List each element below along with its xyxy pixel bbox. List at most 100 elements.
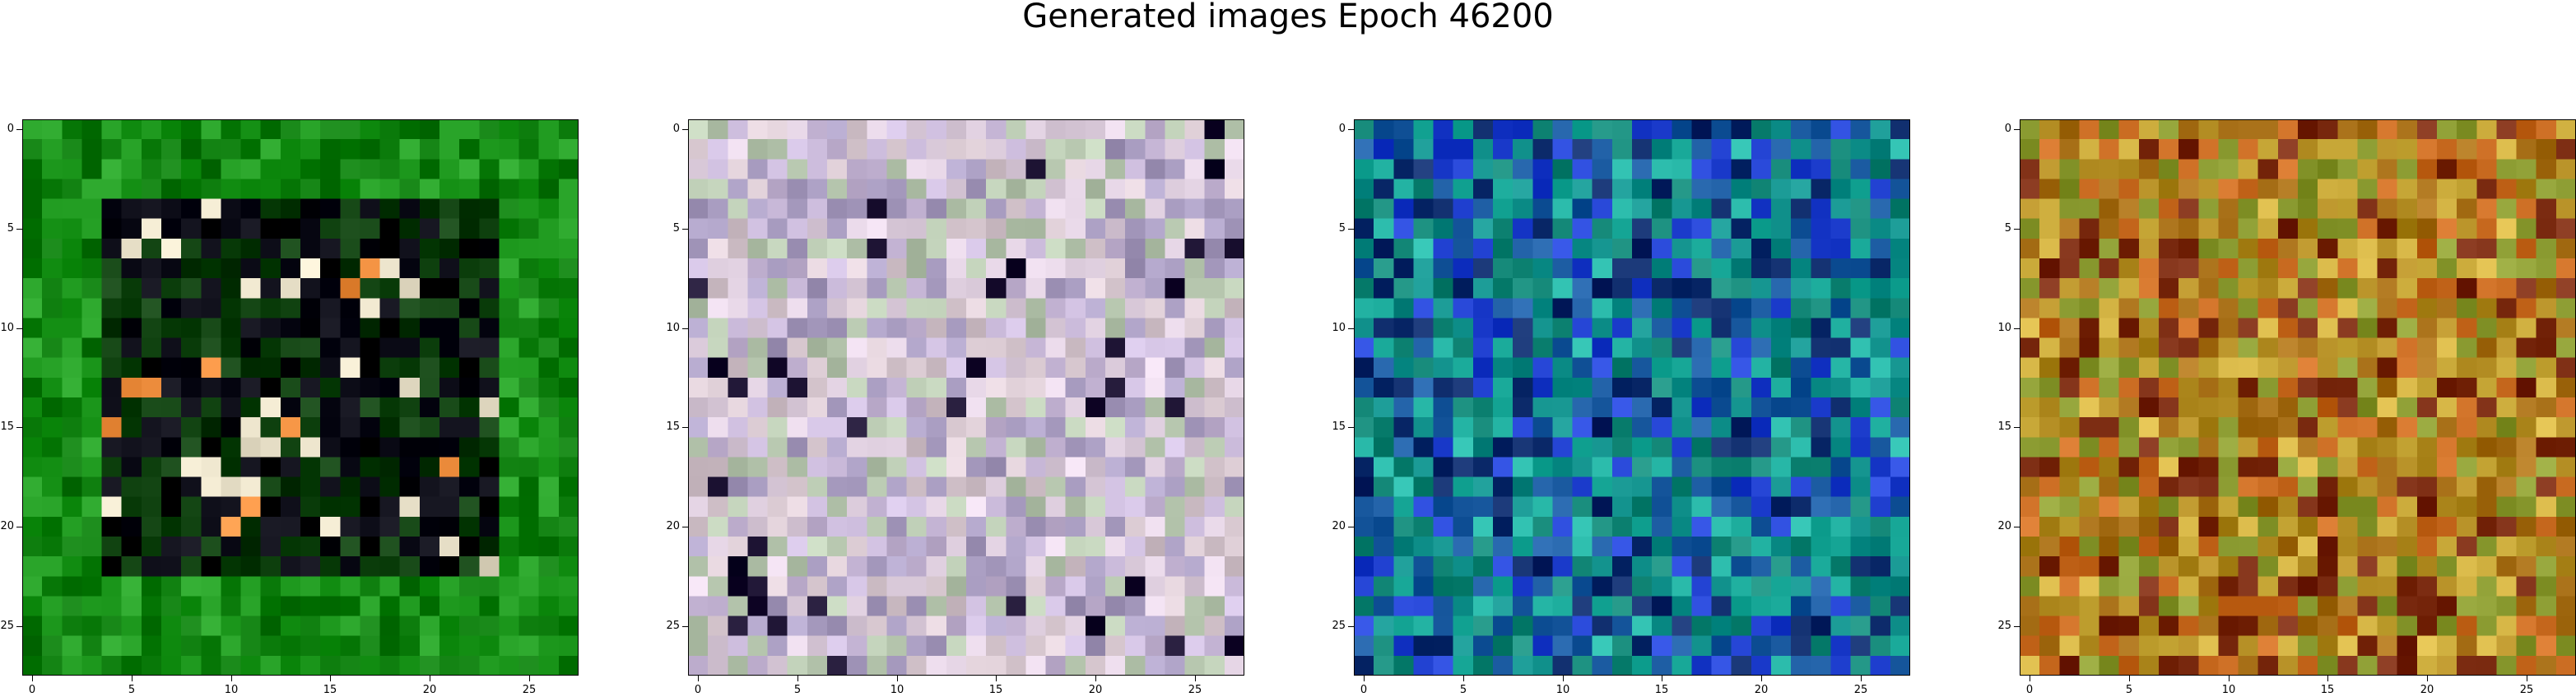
pixel-cell [459, 198, 480, 220]
pixel-cell [419, 635, 440, 657]
pixel-cell [807, 278, 828, 299]
pixel-cell [141, 278, 162, 299]
pixel-cell [1632, 596, 1653, 617]
pixel-cell [399, 159, 421, 179]
y-tick-label: 25 [0, 620, 14, 632]
pixel-cell [2178, 616, 2199, 637]
pixel-cell [1652, 556, 1672, 577]
pixel-cell [787, 159, 808, 179]
pixel-cell [2536, 476, 2557, 498]
pixel-cell [2039, 198, 2060, 220]
pixel-cell [1006, 278, 1026, 299]
pixel-cell [767, 556, 788, 577]
pixel-cell [1592, 556, 1613, 577]
pixel-cell [946, 119, 967, 140]
pixel-cell [2079, 457, 2100, 478]
pixel-cell [2555, 179, 2576, 200]
pixel-cell [2277, 318, 2299, 339]
pixel-cell [747, 537, 769, 557]
pixel-cell [2178, 596, 2199, 617]
pixel-cell [906, 476, 928, 498]
pixel-cell [439, 437, 460, 458]
pixel-cell [2397, 596, 2418, 617]
pixel-cell [459, 357, 480, 379]
pixel-cell [708, 298, 728, 318]
pixel-cell [42, 397, 63, 418]
pixel-cell [1493, 556, 1514, 577]
pixel-cell [1771, 119, 1792, 140]
pixel-cell [1711, 278, 1732, 299]
pixel-cell [728, 417, 748, 438]
pixel-cell [986, 159, 1007, 179]
pixel-cell [399, 298, 421, 318]
pixel-cell [459, 298, 480, 318]
pixel-cell [906, 179, 928, 200]
pixel-cell [906, 159, 928, 179]
pixel-cell [81, 119, 103, 140]
pixel-cell [2318, 298, 2338, 318]
pixel-cell [558, 655, 579, 676]
pixel-cell [1731, 258, 1752, 279]
pixel-cell [22, 337, 43, 359]
pixel-cell [2476, 179, 2497, 200]
pixel-cell [2377, 437, 2398, 458]
pixel-cell [439, 258, 460, 279]
pixel-cell [1493, 377, 1514, 398]
pixel-cell [340, 318, 360, 339]
pixel-cell [827, 318, 848, 339]
x-tick [2427, 676, 2428, 681]
pixel-cell [419, 119, 440, 140]
pixel-cell [1830, 218, 1852, 239]
pixel-cell [1125, 119, 1146, 140]
pixel-cell [2020, 496, 2040, 518]
pixel-cell [479, 318, 500, 339]
pixel-cell [1731, 437, 1752, 458]
pixel-cell [2039, 218, 2060, 239]
pixel-cell [728, 377, 748, 398]
pixel-cell [926, 417, 947, 438]
pixel-cell [1105, 139, 1126, 160]
pixel-cell [2099, 516, 2120, 537]
y-tick-label: 15 [666, 421, 680, 433]
pixel-cell [1731, 179, 1752, 200]
y-tick [1348, 328, 1354, 329]
pixel-cell [1105, 198, 1126, 220]
pixel-cell [906, 397, 928, 418]
pixel-cell [1811, 377, 1831, 398]
pixel-cell [2357, 496, 2378, 518]
pixel-cell [1045, 596, 1067, 617]
pixel-cell [1513, 159, 1533, 179]
pixel-cell [2238, 537, 2259, 557]
pixel-cell [1572, 159, 1593, 179]
pixel-cell [1065, 198, 1086, 220]
pixel-cell [1552, 139, 1574, 160]
pixel-cell [2555, 318, 2576, 339]
pixel-cell [2059, 616, 2080, 637]
pixel-cell [1472, 537, 1494, 557]
pixel-cell [1393, 337, 1414, 359]
pixel-cell [1672, 576, 1692, 597]
pixel-cell [2397, 357, 2418, 379]
pixel-cell [1731, 476, 1752, 498]
pixel-cell [379, 258, 401, 279]
pixel-cell [1472, 318, 1494, 339]
pixel-cell [1433, 537, 1454, 557]
pixel-cell [1532, 655, 1553, 676]
pixel-cell [1393, 139, 1414, 160]
pixel-cell [867, 179, 887, 200]
pixel-cell [1711, 159, 1732, 179]
pixel-cell [2178, 437, 2199, 458]
pixel-cell [2298, 159, 2318, 179]
pixel-cell [240, 417, 262, 438]
pixel-cell [1453, 278, 1474, 299]
pixel-cell [538, 337, 560, 359]
pixel-cell [2238, 596, 2259, 617]
pixel-cell [300, 278, 321, 299]
pixel-cell [2318, 496, 2338, 518]
pixel-cell [479, 377, 500, 398]
pixel-cell [2536, 238, 2557, 259]
pixel-cell [1025, 417, 1047, 438]
pixel-cell [2020, 218, 2040, 239]
pixel-cell [2039, 238, 2060, 259]
pixel-cell [1413, 655, 1434, 676]
